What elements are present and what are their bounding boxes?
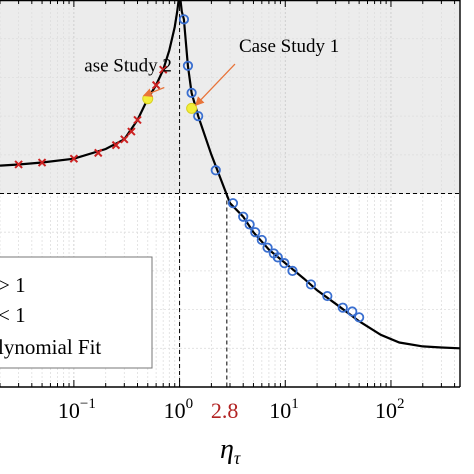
x-tick-label-exponent: 2 [397,396,405,412]
case-study-point [186,102,198,114]
cross-marker-stroke [94,148,103,158]
cross-marker-stroke [151,80,161,90]
circle-marker [272,252,283,263]
cross-marker [151,80,161,90]
cross-marker-stroke [127,127,136,136]
annotations: Case Study 1 ase Study 2 [84,36,339,107]
x-tick-label-exponent: 0 [186,396,194,412]
x-axis-label-symbol: η [220,434,234,465]
x-tick-label-base: 10 [164,398,186,423]
x-tick-label: 10−1 [58,396,96,423]
annotation-arrow [142,86,165,97]
circle-marker [322,290,333,302]
cross-marker-stroke [37,158,47,167]
x-tick-label: 101 [269,396,299,423]
cross-marker [111,140,121,150]
annotation-label: Case Study 1 [239,36,339,57]
circle-marker [354,312,365,323]
x-tick-label: 100 [164,396,194,423]
highlight-tick-label: 2.8 [211,398,239,423]
legend: > 1 < 1 lynomial Fit [0,256,153,369]
circle-marker [305,279,317,290]
x-tick-label-base: 10 [269,398,291,423]
legend-entry-1: > 1 [0,273,26,297]
circle-marker [182,60,194,71]
circle-marker [227,198,239,209]
x-axis-label: ητ [220,434,241,468]
circle-marker [256,234,267,246]
circle-marker [262,242,273,253]
x-axis-label-subscript: τ [234,448,241,468]
legend-box [0,256,153,369]
cross-marker [120,135,129,144]
cross-marker [133,115,142,125]
circle-marker [193,111,204,122]
x-tick-label-base: 10 [58,398,80,423]
cross-marker-stroke [14,160,23,169]
cross-marker [127,127,136,136]
x-tick-label-base: 10 [375,398,397,423]
circle-marker [279,258,290,269]
circle-marker [287,265,298,276]
legend-entry-3: lynomial Fit [0,335,101,359]
cross-marker-stroke [69,154,79,163]
circle-marker [178,14,190,25]
circle-marker [337,302,348,313]
cross-marker [158,65,168,74]
legend-entry-2: < 1 [0,303,26,327]
cross-marker [69,154,79,163]
cross-marker-stroke [158,65,168,74]
x-ticks [0,0,456,387]
x-tick-label-exponent: 1 [291,396,299,412]
x-tick-label: 102 [375,396,405,423]
cross-marker [94,148,103,158]
annotation-label: ase Study 2 [84,56,172,77]
cross-marker-stroke [133,115,142,125]
annotation-arrow [194,63,236,107]
circle-marker [210,165,221,176]
circle-marker [186,87,197,98]
cross-marker-stroke [120,135,129,144]
circle-marker [244,219,255,230]
circle-marker [250,227,261,238]
x-tick-label-exponent: −1 [80,396,96,412]
circle-marker [347,306,358,317]
cross-marker-stroke [111,140,121,150]
circle-marker [238,211,249,222]
cross-marker [37,158,47,167]
cross-marker [14,160,23,169]
